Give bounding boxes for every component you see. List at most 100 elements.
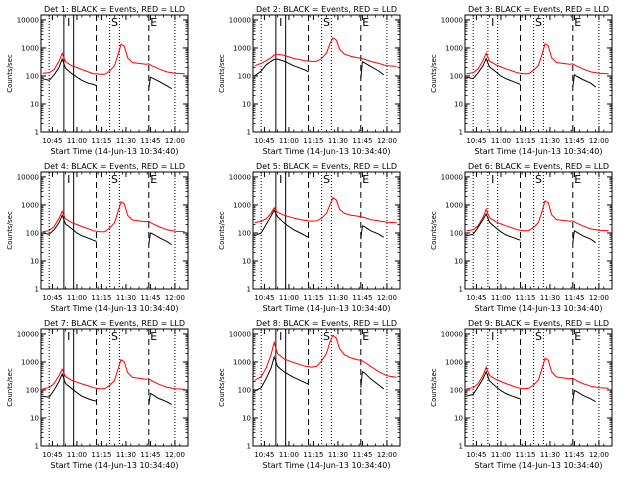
y-tick-label: 10 xyxy=(242,414,251,422)
x-tick-label: 11:45 xyxy=(564,137,584,145)
x-tick-label: 11:15 xyxy=(515,137,535,145)
chart-title: Det 5: BLACK = Events, RED = LLD xyxy=(256,162,397,171)
y-tick-label: 100 xyxy=(26,229,39,237)
y-axis-label: Counts/sec xyxy=(430,211,438,250)
x-tick-label: 11:15 xyxy=(91,137,111,145)
y-tick-label: 10 xyxy=(30,100,39,108)
events-series-line xyxy=(466,212,521,241)
x-tick-label: 11:30 xyxy=(540,137,560,145)
interval-label-e: E xyxy=(362,16,369,29)
x-tick-label: 11:00 xyxy=(491,451,511,459)
x-tick-label: 11:45 xyxy=(564,451,584,459)
y-tick-label: 10000 xyxy=(17,16,39,24)
x-tick-label: 11:30 xyxy=(116,451,136,459)
y-axis-label: Counts/sec xyxy=(6,211,14,250)
interval-label-e: E xyxy=(574,173,581,186)
x-tick-label: 10:45 xyxy=(254,451,274,459)
y-tick-label: 1 xyxy=(247,443,251,451)
x-axis-label: Start Time (14-Jun-13 10:34:40) xyxy=(263,461,391,470)
x-tick-label: 11:30 xyxy=(116,137,136,145)
x-tick-label: 11:45 xyxy=(140,451,160,459)
x-tick-label: 11:15 xyxy=(303,137,323,145)
interval-label-e: E xyxy=(150,173,157,186)
events-series-line xyxy=(466,370,521,400)
chart-panel-6: Det 6: BLACK = Events, RED = LLD Counts/s… xyxy=(430,162,613,313)
interval-label-i: I xyxy=(67,16,70,29)
chart-title: Det 1: BLACK = Events, RED = LLD xyxy=(44,5,185,14)
x-tick-label: 11:45 xyxy=(140,294,160,302)
chart-title: Det 9: BLACK = Events, RED = LLD xyxy=(468,319,609,328)
lld-series-line xyxy=(254,334,397,381)
interval-label-i: I xyxy=(67,330,70,343)
x-tick-label: 11:45 xyxy=(140,137,160,145)
y-tick-label: 1 xyxy=(247,129,251,137)
plot-frame xyxy=(464,14,613,133)
x-tick-label: 11:00 xyxy=(491,137,511,145)
y-tick-label: 1 xyxy=(35,286,39,294)
y-tick-label: 10 xyxy=(454,414,463,422)
y-tick-label: 1000 xyxy=(445,358,463,366)
y-axis-label: Counts/sec xyxy=(218,211,226,250)
chart-panel-3: Det 3: BLACK = Events, RED = LLD Counts/s… xyxy=(430,5,613,156)
lld-series-line xyxy=(466,200,609,232)
x-tick-label: 11:00 xyxy=(491,294,511,302)
x-axis-label: Start Time (14-Jun-13 10:34:40) xyxy=(263,304,391,313)
chart-title: Det 6: BLACK = Events, RED = LLD xyxy=(468,162,609,171)
lld-series-line xyxy=(42,358,185,390)
chart-title: Det 4: BLACK = Events, RED = LLD xyxy=(44,162,185,171)
y-tick-label: 1 xyxy=(35,443,39,451)
x-tick-label: 11:30 xyxy=(540,294,560,302)
y-tick-label: 1000 xyxy=(21,358,39,366)
interval-label-i: I xyxy=(491,16,494,29)
events-series-line xyxy=(572,389,596,403)
plot-frame xyxy=(464,328,613,447)
chart-panel-2: Det 2: BLACK = Events, RED = LLD Counts/s… xyxy=(218,5,401,156)
y-tick-label: 100 xyxy=(26,72,39,80)
x-tick-label: 10:45 xyxy=(466,294,486,302)
events-series-line xyxy=(254,355,309,392)
x-tick-label: 11:00 xyxy=(279,451,299,459)
x-axis-label: Start Time (14-Jun-13 10:34:40) xyxy=(263,147,391,156)
y-tick-label: 10 xyxy=(454,257,463,265)
y-axis-label: Counts/sec xyxy=(430,368,438,407)
y-tick-label: 1 xyxy=(459,443,463,451)
y-tick-label: 100 xyxy=(238,229,251,237)
x-tick-label: 10:45 xyxy=(42,137,62,145)
y-tick-label: 100 xyxy=(450,386,463,394)
plot-frame xyxy=(40,14,189,133)
y-tick-label: 100 xyxy=(238,72,251,80)
events-series-line xyxy=(42,213,97,242)
chart-title: Det 3: BLACK = Events, RED = LLD xyxy=(468,5,609,14)
x-tick-label: 11:00 xyxy=(67,294,87,302)
x-tick-label: 11:15 xyxy=(515,294,535,302)
x-tick-label: 12:00 xyxy=(165,451,185,459)
y-tick-label: 10 xyxy=(30,414,39,422)
interval-label-i: I xyxy=(279,330,282,343)
interval-label-e: E xyxy=(150,330,157,343)
y-tick-label: 10000 xyxy=(229,173,251,181)
y-tick-label: 10 xyxy=(242,100,251,108)
x-tick-label: 11:30 xyxy=(328,137,348,145)
y-axis-label: Counts/sec xyxy=(430,54,438,93)
x-tick-label: 10:45 xyxy=(254,137,274,145)
lld-series-line xyxy=(42,201,185,233)
interval-label-s: S xyxy=(111,16,118,29)
chart-panel-1: Det 1: BLACK = Events, RED = LLD Counts/s… xyxy=(6,5,189,156)
x-tick-label: 11:15 xyxy=(91,294,111,302)
interval-label-i: I xyxy=(491,173,494,186)
events-series-line xyxy=(466,57,521,85)
x-tick-label: 11:15 xyxy=(91,451,111,459)
chart-panel-9: Det 9: BLACK = Events, RED = LLD Counts/s… xyxy=(430,319,613,470)
x-tick-label: 11:45 xyxy=(564,294,584,302)
x-tick-label: 10:45 xyxy=(466,137,486,145)
y-tick-label: 100 xyxy=(450,229,463,237)
y-tick-label: 1000 xyxy=(233,44,251,52)
y-tick-label: 1 xyxy=(35,129,39,137)
events-series-line xyxy=(572,73,597,88)
interval-label-i: I xyxy=(491,330,494,343)
events-series-line xyxy=(360,61,385,79)
interval-label-i: I xyxy=(279,173,282,186)
plot-frame xyxy=(252,14,401,133)
y-tick-label: 10000 xyxy=(17,173,39,181)
